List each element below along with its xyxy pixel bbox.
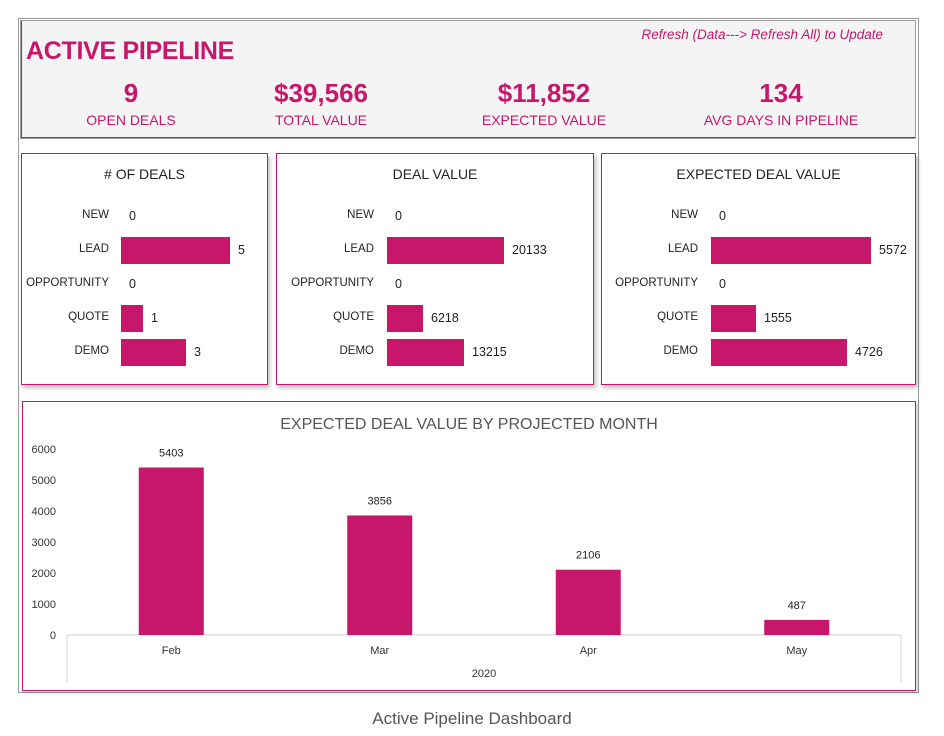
header-accent-edge bbox=[21, 21, 22, 138]
category-label: OPPORTUNITY bbox=[26, 277, 109, 289]
bar-value-label: 1555 bbox=[764, 311, 792, 325]
column-value-label: 3856 bbox=[368, 495, 392, 507]
kpi-value: $11,852 bbox=[497, 78, 591, 108]
chart-title: # OF DEALS bbox=[104, 166, 185, 182]
bar-value-label: 5 bbox=[238, 243, 245, 257]
y-tick-label: 4000 bbox=[32, 506, 56, 518]
bar-value-label: 13215 bbox=[472, 345, 507, 359]
x-tick-label: Feb bbox=[162, 645, 181, 657]
category-label: LEAD bbox=[667, 243, 698, 255]
bar bbox=[711, 305, 756, 332]
kpi-avg-days: 134 AVG DAYS IN PIPELINE bbox=[686, 79, 876, 128]
y-tick-label: 1000 bbox=[32, 599, 56, 611]
dashboard-caption: Active Pipeline Dashboard bbox=[372, 709, 572, 728]
category-label: NEW bbox=[82, 209, 109, 221]
kpi-value: $39,566 bbox=[274, 78, 368, 108]
category-label: LEAD bbox=[78, 243, 109, 255]
bar bbox=[387, 237, 504, 264]
bar-value-label: 5572 bbox=[879, 243, 907, 257]
bar-value-label: 20133 bbox=[512, 243, 547, 257]
header-accent-line bbox=[21, 137, 915, 138]
column-value-label: 487 bbox=[788, 600, 806, 612]
kpi-expected-value: $11,852 EXPECTED VALUE bbox=[469, 79, 619, 128]
x-tick-label: May bbox=[786, 645, 807, 657]
category-label: DEMO bbox=[74, 345, 110, 357]
bar-value-label: 0 bbox=[719, 209, 726, 223]
bar-value-label: 0 bbox=[719, 277, 726, 291]
category-label: QUOTE bbox=[657, 311, 698, 323]
bar-value-label: 6218 bbox=[431, 311, 459, 325]
y-tick-label: 3000 bbox=[32, 537, 56, 549]
kpi-label: OPEN DEALS bbox=[86, 112, 176, 128]
category-label: QUOTE bbox=[68, 311, 109, 323]
category-label: NEW bbox=[347, 209, 374, 221]
kpi-label: TOTAL VALUE bbox=[274, 112, 368, 128]
deal-value-chart: DEAL VALUE NEW 0 LEAD 20133 OPPORTUNITY 0 QUOT… bbox=[276, 153, 594, 385]
refresh-note: Refresh (Data---> Refresh All) to Update bbox=[641, 27, 883, 42]
category-label: QUOTE bbox=[333, 311, 374, 323]
bar-value-label: 0 bbox=[129, 277, 136, 291]
y-tick-label: 0 bbox=[50, 630, 56, 642]
bar bbox=[121, 339, 186, 366]
kpi-label: EXPECTED VALUE bbox=[481, 112, 607, 128]
bar bbox=[711, 237, 871, 264]
bar bbox=[121, 237, 230, 264]
kpi-value: 134 bbox=[759, 78, 803, 108]
column-bar bbox=[347, 515, 413, 635]
monthly-expected-value-chart: EXPECTED DEAL VALUE BY PROJECTED MONTH 0… bbox=[22, 401, 916, 691]
expected-deal-value-chart: EXPECTED DEAL VALUE NEW 0 LEAD 5572 OPPORTUN… bbox=[601, 153, 916, 385]
x-tick-label: Mar bbox=[370, 645, 389, 657]
bar-value-label: 1 bbox=[151, 311, 158, 325]
category-label: OPPORTUNITY bbox=[291, 277, 374, 289]
kpi-label: AVG DAYS IN PIPELINE bbox=[703, 112, 859, 128]
column-value-label: 5403 bbox=[159, 448, 183, 460]
kpi-open-deals: 9 OPEN DEALS bbox=[76, 79, 186, 128]
kpi-total-value: $39,566 TOTAL VALUE bbox=[246, 79, 396, 128]
column-bar bbox=[555, 569, 621, 635]
category-label: LEAD bbox=[343, 243, 374, 255]
column-bar bbox=[138, 467, 204, 635]
chart-title: EXPECTED DEAL VALUE BY PROJECTED MONTH bbox=[280, 416, 658, 433]
x-group-label: 2020 bbox=[472, 668, 496, 680]
category-label: OPPORTUNITY bbox=[615, 277, 698, 289]
kpi-header: ACTIVE PIPELINE Refresh (Data---> Refres… bbox=[20, 20, 916, 139]
y-tick-label: 2000 bbox=[32, 568, 56, 580]
bar bbox=[387, 339, 464, 366]
kpi-value: 9 bbox=[123, 78, 139, 108]
category-label: NEW bbox=[671, 209, 698, 221]
page-title: ACTIVE PIPELINE bbox=[26, 37, 235, 65]
bar bbox=[121, 305, 143, 332]
bar-value-label: 0 bbox=[395, 277, 402, 291]
bar-value-label: 0 bbox=[129, 209, 136, 223]
category-label: DEMO bbox=[663, 345, 699, 357]
bar bbox=[711, 339, 847, 366]
x-tick-label: Apr bbox=[580, 645, 597, 657]
bar-value-label: 3 bbox=[194, 345, 201, 359]
bar bbox=[387, 305, 423, 332]
category-label: DEMO bbox=[339, 345, 375, 357]
column-value-label: 2106 bbox=[576, 550, 600, 562]
column-bar bbox=[764, 619, 830, 635]
chart-title: DEAL VALUE bbox=[392, 166, 478, 182]
y-tick-label: 6000 bbox=[32, 444, 56, 456]
bar-value-label: 4726 bbox=[855, 345, 883, 359]
deals-count-chart: # OF DEALS NEW 0 LEAD 5 OPPORTUNITY 0 QUOTE 1 DE… bbox=[21, 153, 268, 385]
bar-value-label: 0 bbox=[395, 209, 402, 223]
chart-title: EXPECTED DEAL VALUE bbox=[676, 166, 841, 182]
y-tick-label: 5000 bbox=[32, 475, 56, 487]
monthly-chart-svg: EXPECTED DEAL VALUE BY PROJECTED MONTH 0… bbox=[32, 416, 902, 683]
